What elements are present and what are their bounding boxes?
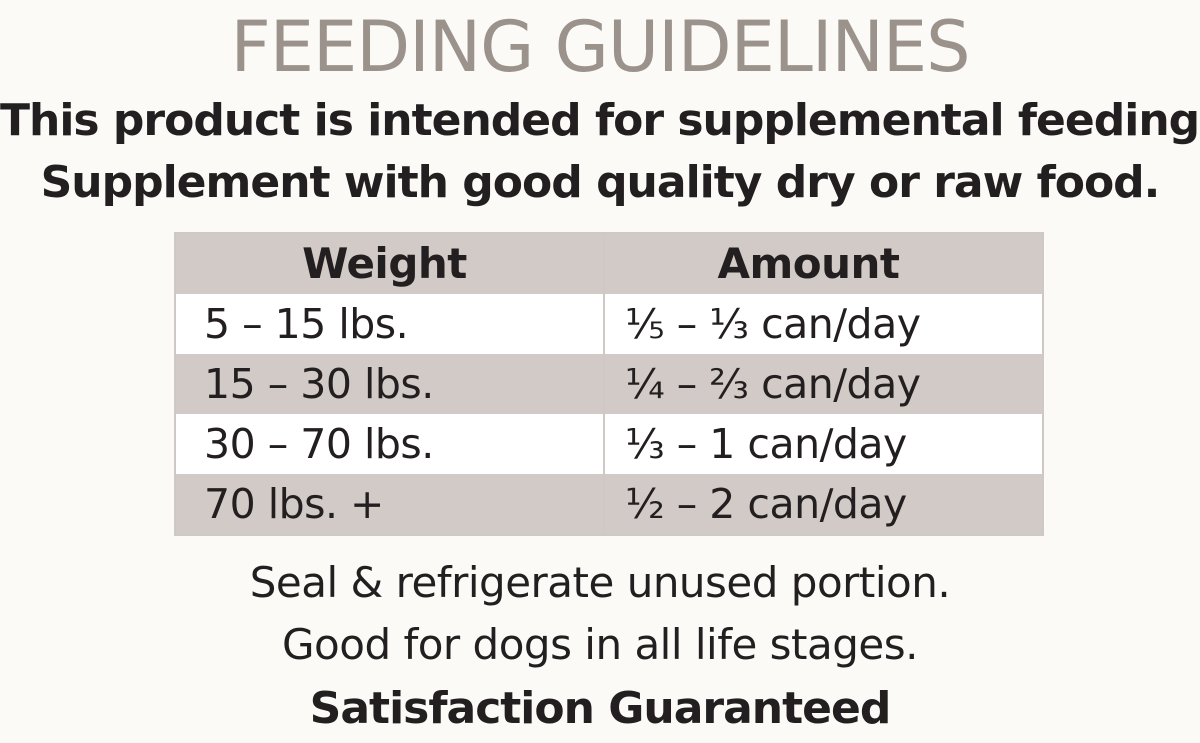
intro-text: This product is intended for supplementa… [0,90,1200,214]
intro-line-2: Supplement with good quality dry or raw … [40,157,1161,208]
table-row: 30 – 70 lbs. ⅓ – 1 can/day [175,414,1043,474]
amount-cell: ½ – 2 can/day [603,474,1043,535]
guarantee-text: Satisfaction Guaranteed [309,683,892,734]
weight-cell: 5 – 15 lbs. [204,300,409,348]
column-header-weight: Weight [302,239,467,288]
storage-note: Seal & refrigerate unused portion. [249,558,951,607]
weight-cell: 70 lbs. + [204,480,384,528]
weight-cell: 15 – 30 lbs. [204,360,434,408]
table-row: 70 lbs. + ½ – 2 can/day [175,474,1043,535]
feeding-table: Weight Amount 5 – 15 lbs. ⅕ – ⅓ can/day … [174,232,1044,536]
intro-line-1: This product is intended for supplementa… [0,95,1200,146]
amount-cell: ¼ – ⅔ can/day [603,354,1043,414]
amount-cell: ⅕ – ⅓ can/day [603,294,1043,354]
table-header-row: Weight Amount [175,233,1043,294]
column-header-amount: Amount [603,233,1043,294]
table-row: 5 – 15 lbs. ⅕ – ⅓ can/day [175,294,1043,354]
footer-notes: Seal & refrigerate unused portion. Good … [0,552,1200,742]
weight-cell: 30 – 70 lbs. [204,420,434,468]
amount-cell: ⅓ – 1 can/day [603,414,1043,474]
page-title: FEEDING GUIDELINES [230,6,970,88]
life-stage-note: Good for dogs in all life stages. [282,620,919,669]
table-row: 15 – 30 lbs. ¼ – ⅔ can/day [175,354,1043,414]
